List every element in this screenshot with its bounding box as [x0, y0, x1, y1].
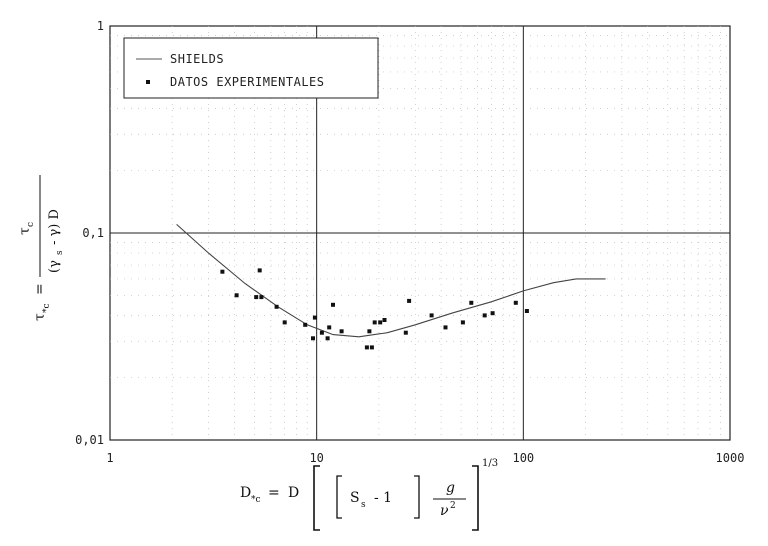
x-label-minus-one: - 1	[374, 490, 392, 506]
data-point	[331, 302, 335, 307]
data-point	[303, 322, 308, 327]
data-point	[429, 313, 434, 318]
data-point	[482, 313, 487, 318]
series-points	[220, 268, 529, 350]
data-point	[282, 320, 287, 325]
y-label-den-open: (γ	[47, 260, 62, 273]
x-label-nu: ν	[440, 503, 449, 519]
x-tick-label: 100	[512, 451, 534, 465]
data-point	[327, 325, 332, 330]
y-label-eq: =	[32, 283, 48, 295]
x-label-g: g	[446, 480, 455, 496]
x-tick-label: 10	[309, 451, 323, 465]
x-label-exponent: 1/3	[482, 458, 498, 469]
data-point	[311, 336, 315, 341]
inner-bracket-left	[336, 475, 342, 519]
data-point	[319, 330, 324, 335]
shields-curve	[176, 223, 606, 338]
x-tick-label: 1	[106, 451, 113, 465]
y-label-numerator: τ	[17, 227, 33, 235]
data-point	[382, 318, 387, 322]
data-point	[407, 298, 412, 303]
x-label-d: D	[288, 485, 299, 501]
x-label-nu-exp: 2	[450, 501, 456, 511]
x-label-lhs-sub: *c	[251, 495, 261, 505]
data-point	[259, 295, 264, 300]
data-point	[220, 269, 225, 274]
inner-bracket-right	[414, 475, 420, 519]
legend: SHIELDS DATOS EXPERIMENTALES	[123, 37, 379, 99]
data-point	[367, 329, 372, 334]
y-label-den-rest: - γ) D	[47, 209, 62, 245]
legend-marker-swatch	[146, 80, 150, 84]
outer-bracket-left	[313, 465, 320, 531]
y-axis-label: τ *c = τ c (γ s - γ) D	[17, 175, 65, 321]
x-axis-label: D *c = D S s - 1 g ν 2 1/3	[240, 458, 498, 531]
data-point	[339, 329, 344, 334]
legend-box	[123, 37, 379, 99]
data-point	[490, 311, 495, 316]
data-point	[403, 330, 408, 335]
y-label-lhs: τ	[32, 313, 48, 321]
data-point	[524, 309, 529, 313]
data-point	[443, 325, 448, 330]
data-point	[312, 315, 317, 320]
data-point	[364, 345, 369, 350]
data-point	[513, 300, 518, 305]
y-label-lhs-sub: *c	[42, 303, 52, 313]
x-label-eq: =	[268, 485, 280, 501]
y-label-den-sub: s	[55, 250, 65, 255]
legend-label-datos: DATOS EXPERIMENTALES	[170, 75, 325, 89]
x-label-s-sub: s	[361, 500, 366, 510]
y-tick-label: 0,1	[82, 226, 104, 240]
outer-bracket-right	[472, 465, 479, 531]
y-tick-label: 0,01	[75, 433, 104, 447]
x-label-lhs: D	[240, 485, 251, 501]
legend-label-shields: SHIELDS	[170, 52, 224, 66]
data-point	[469, 300, 474, 305]
data-point	[460, 320, 465, 325]
data-point	[234, 293, 239, 298]
x-axis-ticks: 1 10 100 1000	[106, 451, 744, 465]
data-point	[325, 336, 330, 341]
data-point	[257, 268, 262, 273]
data-point	[254, 295, 259, 300]
data-point	[369, 345, 374, 350]
data-point	[378, 320, 383, 325]
data-point	[372, 320, 377, 325]
y-axis-ticks: 0,01 0,1 1	[75, 19, 104, 447]
series-lines	[176, 223, 606, 338]
y-label-numerator-sub: c	[26, 222, 36, 227]
x-label-s: S	[350, 490, 360, 506]
y-tick-label: 1	[97, 19, 104, 33]
x-tick-label: 1000	[716, 451, 745, 465]
data-point	[274, 304, 279, 309]
